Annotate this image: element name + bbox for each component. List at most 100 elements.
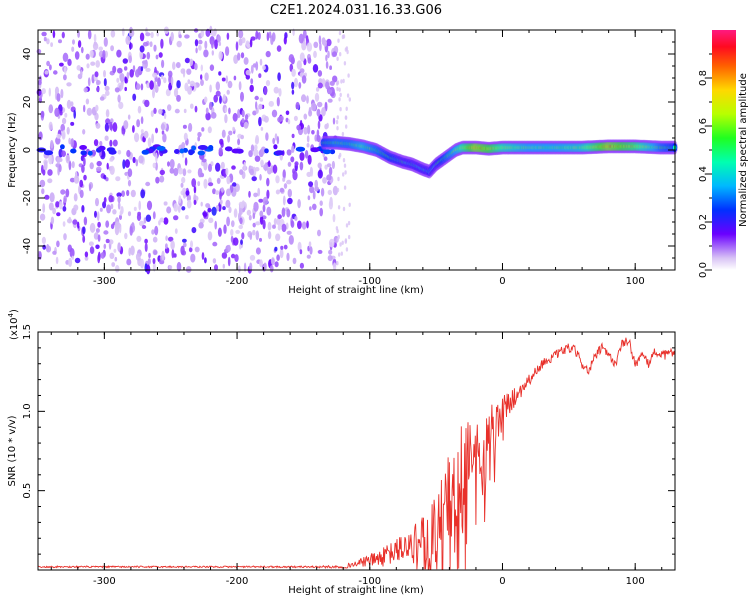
noise-speckle	[266, 189, 270, 199]
noise-speckle	[165, 243, 168, 250]
noise-speckle	[227, 134, 231, 143]
noise-speckle	[299, 161, 304, 171]
noise-speckle	[106, 162, 109, 170]
noise-speckle	[331, 51, 338, 57]
noise-speckle	[323, 39, 327, 47]
noise-speckle	[272, 137, 276, 145]
noise-speckle	[39, 179, 46, 188]
noise-speckle	[339, 107, 342, 112]
noise-speckle	[46, 60, 50, 67]
zero-line-blob	[273, 144, 278, 150]
noise-speckle	[61, 150, 66, 157]
noise-speckle	[173, 203, 179, 212]
x-tick-label: 0	[499, 276, 505, 287]
noise-speckle	[147, 137, 152, 148]
noise-speckle	[213, 94, 218, 103]
noise-speckle	[52, 30, 56, 39]
noise-speckle	[81, 205, 85, 213]
noise-speckle	[118, 101, 124, 110]
noise-speckle	[226, 216, 231, 227]
snr-series-line	[37, 337, 676, 570]
noise-speckle	[238, 81, 242, 91]
snr-scale-exponent: 4	[7, 312, 15, 317]
noise-speckle	[124, 76, 127, 84]
noise-speckle	[253, 192, 258, 198]
noise-speckle	[177, 204, 181, 213]
noise-speckle	[313, 41, 319, 48]
noise-speckle	[220, 187, 224, 193]
noise-speckle	[339, 242, 342, 247]
noise-speckle	[140, 83, 144, 91]
noise-speckle	[127, 114, 131, 120]
spectrogram-x-ticks: -300 -200 -100 0 100	[50, 30, 663, 287]
zero-line-blob	[141, 149, 150, 155]
noise-speckle	[181, 176, 186, 184]
noise-speckle	[344, 47, 348, 52]
noise-speckle	[345, 106, 348, 112]
noise-speckle	[286, 252, 290, 262]
noise-speckle	[140, 258, 145, 269]
noise-speckle	[348, 202, 351, 207]
noise-speckle	[181, 142, 186, 150]
noise-speckle	[316, 135, 321, 143]
noise-speckle	[257, 32, 261, 40]
noise-speckle	[176, 40, 182, 48]
noise-speckle	[113, 248, 117, 253]
noise-speckle	[344, 238, 348, 243]
noise-speckle	[93, 232, 99, 240]
noise-speckle	[63, 74, 67, 81]
noise-speckle	[149, 41, 153, 48]
noise-speckle	[54, 107, 60, 118]
noise-speckle	[204, 40, 208, 50]
noise-speckle	[162, 133, 167, 143]
noise-speckle	[277, 214, 282, 220]
noise-speckle	[56, 157, 61, 165]
noise-speckle	[129, 226, 133, 236]
noise-speckle	[223, 224, 227, 234]
noise-speckle	[191, 178, 197, 188]
noise-speckle	[309, 206, 312, 211]
noise-speckle	[269, 265, 274, 273]
noise-speckle	[201, 127, 205, 132]
noise-speckle	[95, 104, 99, 112]
noise-speckle	[254, 155, 261, 162]
noise-speckle	[225, 199, 231, 208]
noise-speckle	[317, 70, 323, 77]
noise-speckle	[155, 176, 160, 184]
noise-speckle	[119, 214, 122, 220]
noise-speckle	[287, 161, 292, 167]
noise-speckle	[255, 30, 259, 40]
noise-speckle	[344, 115, 348, 120]
noise-speckle	[294, 216, 298, 221]
noise-speckle	[43, 36, 47, 42]
noise-speckle	[280, 245, 284, 250]
noise-speckle	[231, 165, 236, 170]
snr-plot-area	[38, 332, 675, 570]
noise-speckle	[226, 175, 231, 185]
noise-speckle	[241, 200, 245, 209]
noise-speckle	[307, 124, 311, 135]
noise-speckle	[332, 213, 336, 223]
noise-speckle	[278, 88, 282, 97]
noise-speckle	[132, 125, 135, 133]
noise-speckle	[191, 227, 197, 234]
noise-speckle	[110, 203, 114, 210]
noise-speckle	[319, 207, 324, 217]
noise-speckle	[317, 249, 323, 254]
noise-speckle	[219, 199, 223, 205]
noise-speckle	[168, 82, 173, 91]
noise-speckle	[115, 265, 120, 273]
noise-speckle	[225, 75, 229, 84]
noise-speckle	[228, 107, 231, 115]
noise-speckle	[152, 236, 158, 243]
noise-speckle	[326, 163, 332, 168]
noise-speckle	[272, 224, 276, 229]
noise-speckle	[259, 215, 264, 225]
noise-speckle	[253, 149, 259, 157]
noise-speckle	[337, 38, 340, 43]
noise-speckle	[73, 175, 80, 184]
noise-speckle	[286, 230, 292, 235]
noise-speckle	[317, 101, 323, 108]
noise-speckle	[283, 183, 288, 189]
noise-speckle	[99, 140, 103, 147]
